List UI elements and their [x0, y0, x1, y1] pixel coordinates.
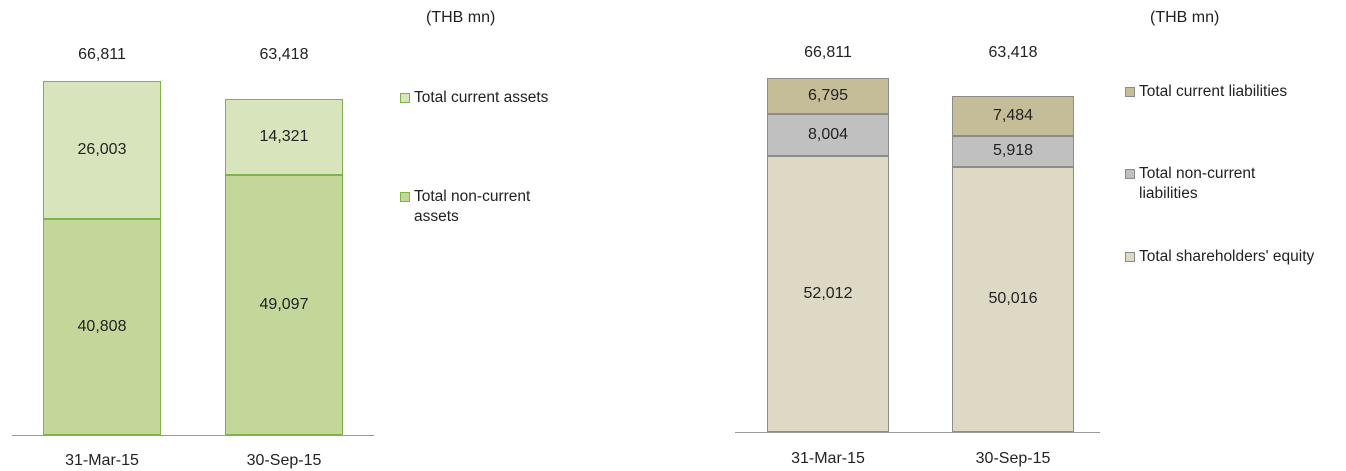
unit-label: (THB mn)	[1150, 9, 1220, 26]
bar-segment: 52,012	[767, 156, 889, 432]
legend-swatch	[1125, 169, 1135, 179]
bar-segment: 14,321	[225, 98, 343, 175]
x-tick-label: 30-Sep-15	[975, 450, 1051, 467]
legend-swatch	[1125, 87, 1135, 97]
value-label: 52,012	[803, 285, 853, 303]
x-axis	[735, 432, 1100, 433]
unit-label: (THB mn)	[426, 9, 496, 26]
x-axis	[12, 435, 374, 436]
bar-segment: 5,918	[952, 135, 1074, 167]
bar-segment: 6,795	[767, 78, 889, 114]
bar-segment: 49,097	[225, 174, 343, 435]
x-tick-label: 30-Sep-15	[246, 452, 322, 469]
legend-label: Total non-current liabilities	[1139, 165, 1256, 202]
value-label: 50,016	[988, 290, 1038, 308]
legend-label: Total non-current assets	[414, 188, 531, 225]
legend-item: Total non-current assets	[400, 187, 575, 227]
x-tick-label: 31-Mar-15	[791, 450, 865, 467]
value-label: 7,484	[992, 106, 1034, 124]
value-label: 14,321	[259, 127, 309, 145]
x-tick-label: 31-Mar-15	[65, 452, 139, 469]
legend-item: Total non-current liabilities	[1125, 164, 1315, 204]
value-label: 8,004	[807, 126, 849, 144]
legend-swatch	[400, 93, 410, 103]
legend-label: Total shareholders' equity	[1139, 248, 1315, 265]
bar-segment: 7,484	[952, 95, 1074, 136]
legend-swatch	[1125, 252, 1135, 262]
bar-segment: 50,016	[952, 166, 1074, 432]
legend-label: Total current assets	[414, 89, 549, 106]
total-label: 63,418	[259, 46, 309, 63]
bar-segment: 40,808	[43, 218, 161, 435]
legend-label: Total current liabilities	[1139, 83, 1288, 100]
value-label: 49,097	[259, 295, 309, 313]
value-label: 26,003	[77, 140, 127, 158]
value-label: 5,918	[992, 142, 1034, 160]
total-label: 66,811	[78, 46, 126, 63]
legend-item: Total shareholders' equity	[1125, 247, 1315, 267]
value-label: 6,795	[807, 87, 849, 104]
bar-segment: 26,003	[43, 81, 161, 219]
legend-item: Total current assets	[400, 88, 575, 108]
total-label: 66,811	[804, 44, 852, 61]
value-label: 40,808	[77, 317, 127, 335]
bar-segment: 8,004	[767, 114, 889, 157]
legend-swatch	[400, 192, 410, 202]
legend-item: Total current liabilities	[1125, 82, 1315, 102]
total-label: 63,418	[988, 44, 1038, 61]
